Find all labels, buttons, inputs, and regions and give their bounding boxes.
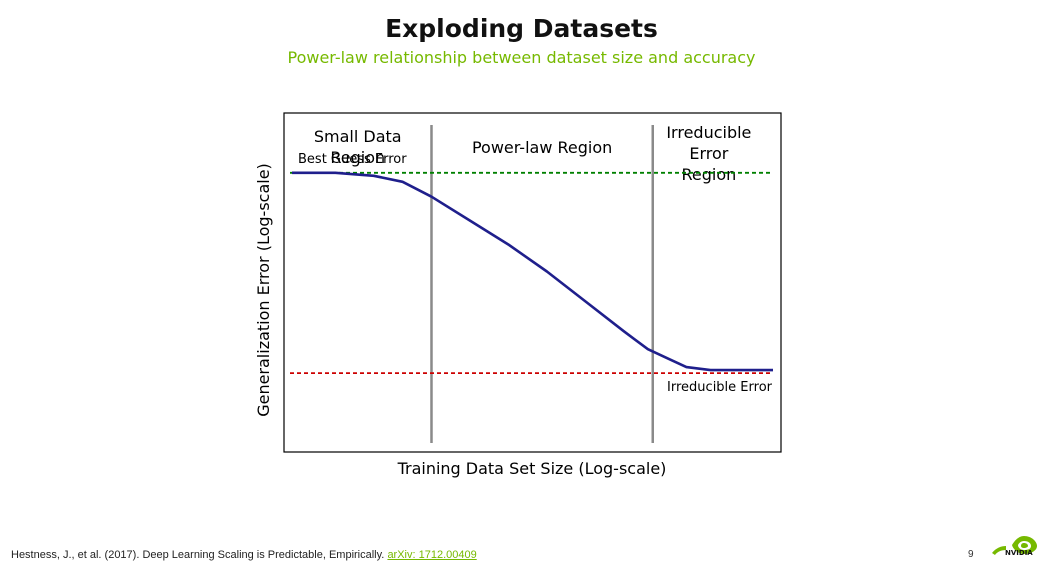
plot-frame <box>283 112 782 453</box>
y-axis-label: Generalization Error (Log-scale) <box>254 163 273 417</box>
x-axis-label: Training Data Set Size (Log-scale) <box>397 459 667 478</box>
region-label-2: Power-law Region <box>472 138 612 157</box>
reference-line-label-2: Irreducible Error <box>667 380 773 395</box>
citation-text: Hestness, J., et al. (2017). Deep Learni… <box>11 549 385 561</box>
slide-title: Exploding Datasets <box>385 14 658 43</box>
series-line-1 <box>292 171 773 372</box>
region-label-3: Irreducible Error Region <box>666 123 751 184</box>
nvidia-wordmark: NVIDIA <box>1005 549 1033 557</box>
citation-link[interactable]: arXiv: 1712.00409 <box>387 549 477 561</box>
reference-line-label-1: Best Guess Error <box>298 152 407 167</box>
page-number: 9 <box>968 549 974 560</box>
nvidia-eye-logo-icon <box>992 536 1037 555</box>
slide-subtitle: Power-law relationship between dataset s… <box>287 48 756 67</box>
region-label-1: Small Data Region <box>314 127 402 167</box>
citation-footer: Hestness, J., et al. (2017). Deep Learni… <box>11 549 477 561</box>
